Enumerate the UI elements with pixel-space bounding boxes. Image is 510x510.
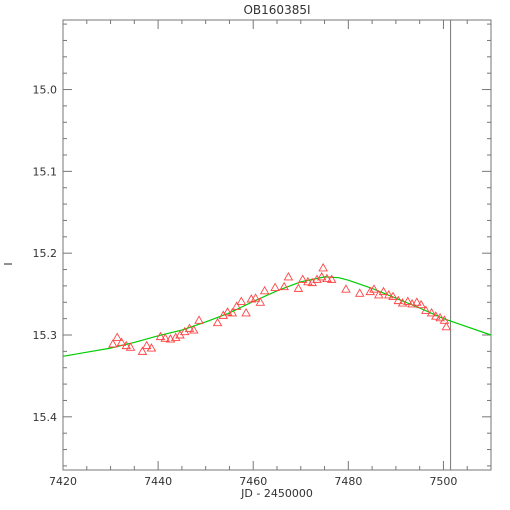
data-point bbox=[170, 332, 181, 341]
x-tick-label: 7460 bbox=[239, 475, 267, 488]
data-point bbox=[326, 274, 337, 283]
data-point bbox=[293, 283, 304, 292]
x-tick-label: 7500 bbox=[429, 475, 457, 488]
x-tick-label: 7480 bbox=[334, 475, 362, 488]
data-point bbox=[137, 346, 148, 355]
data-point bbox=[431, 311, 441, 320]
data-point bbox=[259, 285, 270, 295]
x-axis-label: JD - 2450000 bbox=[240, 487, 313, 500]
data-point bbox=[426, 308, 437, 317]
data-points bbox=[108, 263, 452, 355]
data-point bbox=[316, 272, 327, 281]
data-point bbox=[388, 291, 398, 300]
data-point bbox=[184, 323, 195, 332]
axis-ticks bbox=[62, 20, 492, 470]
data-point bbox=[412, 297, 422, 306]
chart-title: OB160385I bbox=[243, 3, 310, 17]
data-point bbox=[354, 288, 365, 297]
data-point bbox=[435, 312, 445, 322]
data-point bbox=[279, 281, 289, 291]
data-point bbox=[112, 332, 122, 341]
y-tick-label: 15.3 bbox=[33, 329, 58, 342]
plot-frame bbox=[62, 19, 492, 471]
data-point bbox=[369, 284, 379, 293]
y-axis-label: I bbox=[2, 262, 15, 265]
data-point bbox=[125, 342, 136, 351]
data-point bbox=[222, 307, 233, 316]
data-point bbox=[155, 331, 166, 341]
data-point bbox=[403, 296, 413, 305]
tick-labels: 7420 7440 7460 7480 7500 15.0 15.1 15.2 15.3 15.4 bbox=[33, 84, 458, 488]
data-point bbox=[121, 340, 132, 350]
data-point bbox=[341, 284, 351, 293]
data-point bbox=[283, 272, 294, 281]
y-tick-label: 15.0 bbox=[33, 84, 58, 97]
data-point bbox=[116, 337, 127, 346]
data-point bbox=[421, 305, 431, 314]
data-point bbox=[108, 339, 118, 348]
data-point bbox=[318, 263, 328, 272]
data-point bbox=[189, 325, 199, 334]
data-point bbox=[365, 286, 375, 296]
data-point bbox=[194, 315, 204, 324]
data-point bbox=[270, 282, 280, 291]
data-point bbox=[241, 308, 251, 317]
data-point bbox=[227, 308, 238, 317]
x-tick-label: 7440 bbox=[144, 475, 172, 488]
data-point bbox=[322, 273, 332, 282]
data-point bbox=[312, 274, 322, 283]
y-tick-label: 15.1 bbox=[33, 165, 58, 178]
data-point bbox=[383, 290, 394, 299]
data-point bbox=[141, 340, 152, 350]
y-tick-label: 15.4 bbox=[33, 411, 58, 424]
data-point bbox=[231, 301, 242, 310]
data-point bbox=[255, 297, 266, 306]
data-point bbox=[236, 296, 247, 305]
data-point bbox=[439, 315, 450, 324]
data-point bbox=[441, 321, 452, 331]
data-point bbox=[378, 286, 389, 296]
data-point bbox=[297, 274, 308, 283]
data-point bbox=[250, 293, 261, 302]
model-curve bbox=[62, 276, 492, 357]
data-point bbox=[160, 333, 171, 342]
x-tick-label: 7420 bbox=[49, 475, 77, 488]
y-tick-label: 15.2 bbox=[33, 247, 58, 260]
data-point bbox=[212, 317, 223, 327]
data-point bbox=[393, 295, 404, 305]
data-point bbox=[146, 343, 157, 352]
data-point bbox=[303, 276, 313, 286]
data-point bbox=[416, 299, 426, 309]
